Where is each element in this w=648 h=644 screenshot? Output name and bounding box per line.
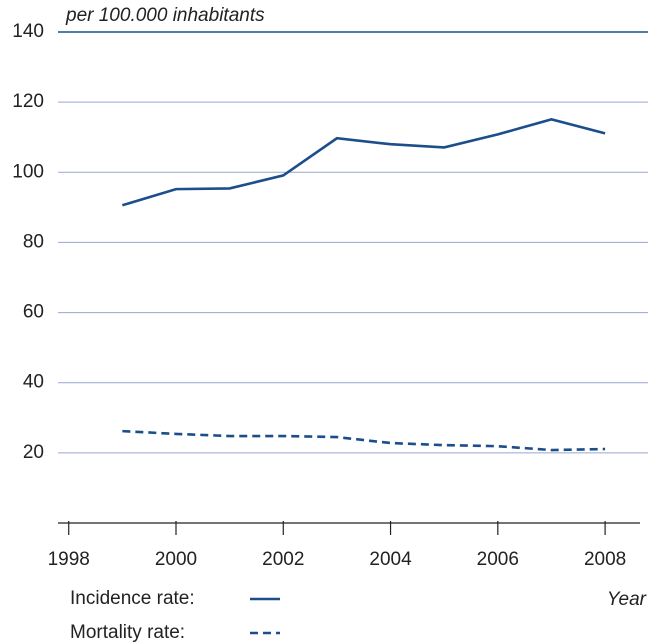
x-tick-label: 2002 <box>262 549 304 570</box>
y-tick-label: 40 <box>23 372 44 393</box>
x-axis-label: Year <box>607 589 647 610</box>
x-tick-label: 1998 <box>48 549 90 570</box>
series-line <box>122 429 606 452</box>
chart-subtitle: per 100.000 inhabitants <box>65 5 265 26</box>
x-tick-label: 2004 <box>369 549 412 570</box>
y-tick-label: 100 <box>12 161 44 182</box>
y-tick-label: 60 <box>23 302 44 323</box>
y-tick-label: 80 <box>23 231 44 252</box>
y-tick-label: 120 <box>12 91 44 112</box>
legend-label: Mortality rate: <box>70 622 185 643</box>
series-line <box>121 117 606 207</box>
y-tick-label: 140 <box>12 21 44 42</box>
x-tick-label: 2006 <box>477 549 519 570</box>
x-tick-label: 2000 <box>155 549 197 570</box>
legend-label: Incidence rate: <box>70 588 195 609</box>
x-tick-label: 2008 <box>584 549 626 570</box>
y-tick-label: 20 <box>23 442 44 463</box>
